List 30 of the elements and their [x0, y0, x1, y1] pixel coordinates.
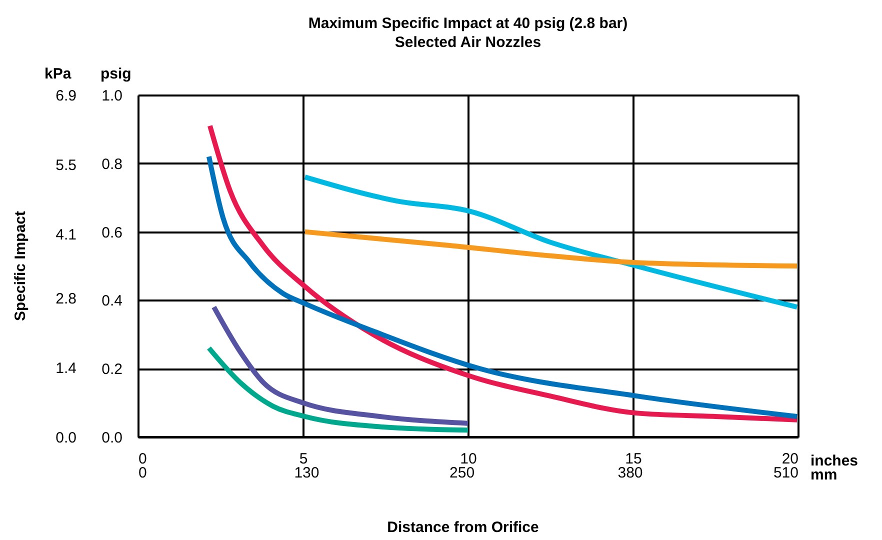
- text: Specific Impact: [12, 210, 29, 322]
- y2-tick-label: 6.9: [56, 88, 76, 104]
- x2-tick-label: 510: [773, 464, 798, 482]
- y-tick-label: 0.0: [102, 430, 122, 446]
- x2-tick-label: 380: [618, 464, 643, 482]
- x-tick-label: 5: [299, 450, 308, 468]
- x-tick-label: 15: [625, 450, 642, 468]
- y2-tick-label: 2.8: [56, 290, 76, 308]
- x2-axis-title: mm: [810, 466, 838, 484]
- x2-tick-label: 130: [294, 464, 320, 482]
- x-tick-label: 20: [782, 450, 798, 468]
- y-tick-label: 1.0: [102, 88, 122, 104]
- x-tick-label: 10: [460, 450, 477, 468]
- y-tick-label: 0.2: [102, 361, 122, 378]
- x-tick-label: 0: [138, 450, 147, 468]
- x2-tick-label: 0: [138, 464, 147, 482]
- y2-tick-label: 5.5: [56, 156, 76, 174]
- y-tick-label: 0.8: [102, 156, 122, 173]
- y2-tick-label: 1.4: [56, 360, 76, 378]
- y2-tick-label: 0.0: [56, 430, 76, 446]
- x2-tick-label: 250: [450, 464, 475, 482]
- y-axis-title: psig: [100, 66, 132, 82]
- chart-subtitle: Selected Air Nozzles: [394, 34, 542, 51]
- y-tick-label: 0.6: [102, 224, 122, 242]
- y-tick-label: 0.4: [102, 292, 122, 310]
- chart-title: Maximum Specific Impact at 40 psig (2.8 bar): [308, 15, 628, 32]
- text: Distance from Orifice: [387, 519, 539, 536]
- x-axis-title: inches: [810, 452, 858, 470]
- y2-axis-title: kPa: [44, 66, 72, 82]
- y2-tick-label: 4.1: [56, 226, 76, 244]
